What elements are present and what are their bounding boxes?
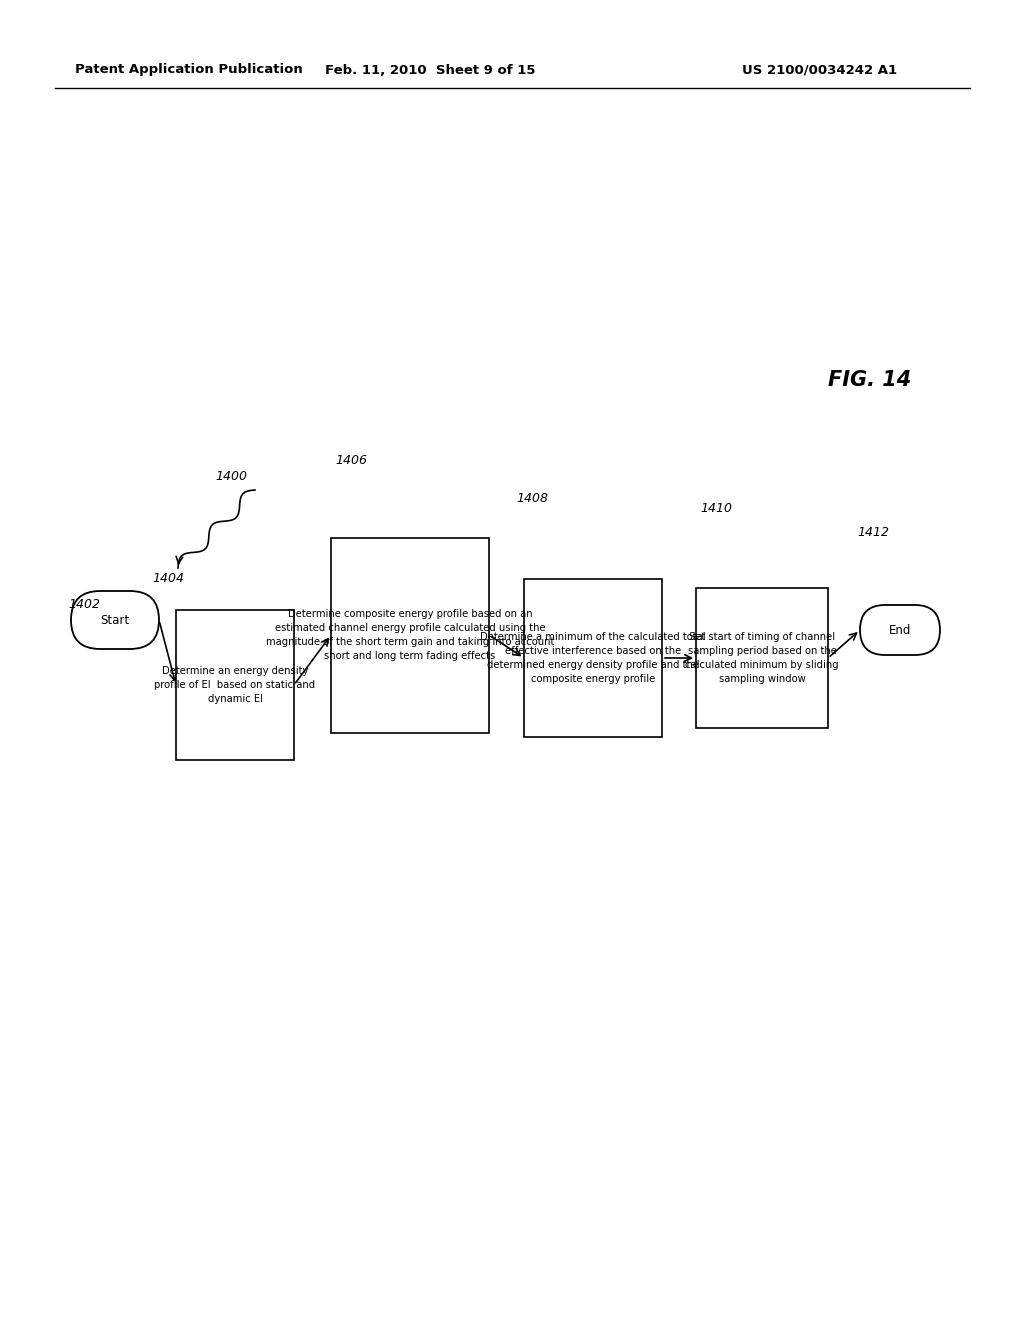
Text: 1408: 1408 <box>516 491 548 504</box>
Text: US 2100/0034242 A1: US 2100/0034242 A1 <box>742 63 898 77</box>
Text: 1404: 1404 <box>152 572 184 585</box>
FancyBboxPatch shape <box>71 591 159 649</box>
Text: 1410: 1410 <box>700 502 732 515</box>
Text: 1402: 1402 <box>68 598 100 611</box>
Text: FIG. 14: FIG. 14 <box>828 370 911 389</box>
Text: Determine an energy density
profile of EI  based on static and
dynamic EI: Determine an energy density profile of E… <box>155 667 315 704</box>
FancyBboxPatch shape <box>860 605 940 655</box>
Text: 1406: 1406 <box>335 454 367 466</box>
Text: Determine a minimum of the calculated total
effective interference based on the
: Determine a minimum of the calculated to… <box>480 632 706 684</box>
Text: 1412: 1412 <box>857 525 889 539</box>
FancyBboxPatch shape <box>524 579 662 737</box>
Text: Patent Application Publication: Patent Application Publication <box>75 63 303 77</box>
Text: End: End <box>889 623 911 636</box>
Text: Feb. 11, 2010  Sheet 9 of 15: Feb. 11, 2010 Sheet 9 of 15 <box>325 63 536 77</box>
FancyBboxPatch shape <box>696 587 828 729</box>
FancyBboxPatch shape <box>176 610 294 760</box>
Text: Determine composite energy profile based on an
estimated channel energy profile : Determine composite energy profile based… <box>266 609 554 661</box>
FancyBboxPatch shape <box>331 537 489 733</box>
Text: 1400: 1400 <box>215 470 247 483</box>
Text: Set start of timing of channel
sampling period based on the
calculated minimum b: Set start of timing of channel sampling … <box>685 632 839 684</box>
Text: Start: Start <box>100 614 130 627</box>
